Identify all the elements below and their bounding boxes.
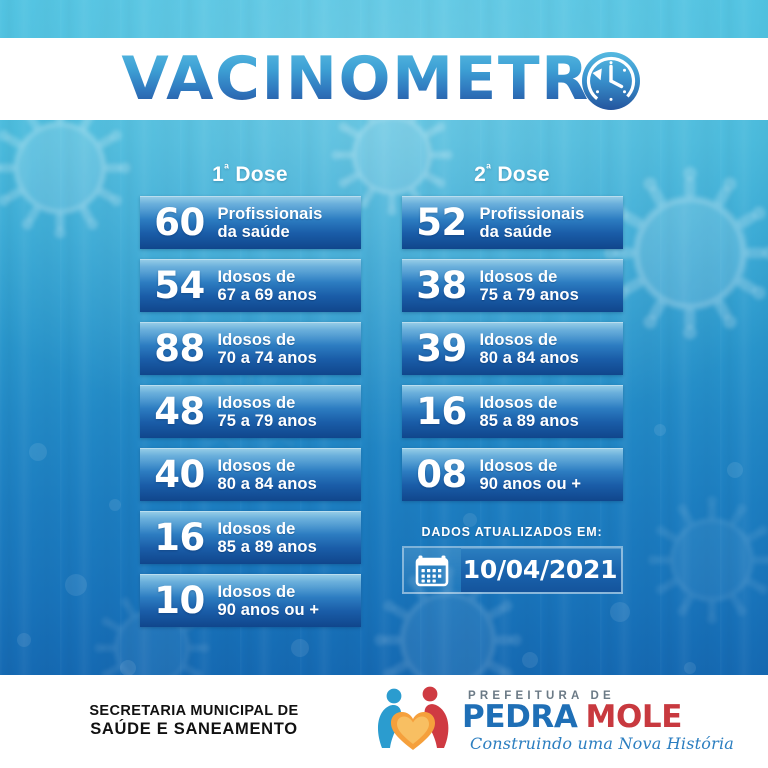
row-label-line2: 90 anos ou + xyxy=(479,474,582,493)
row-label: Idosos de 85 a 89 anos xyxy=(480,394,585,430)
table-row: 16 Idosos de 85 a 89 anos xyxy=(139,511,361,564)
row-label-line2: da saúde xyxy=(217,222,290,241)
row-label-line2: 90 anos ou + xyxy=(217,600,320,619)
table-row: 40 Idosos de 80 a 84 anos xyxy=(139,448,361,501)
row-label-line2: 70 a 74 anos xyxy=(217,348,317,367)
footer: SECRETARIA MUNICIPAL DE SAÚDE E SANEAMEN… xyxy=(0,675,768,768)
clock-with-arrow-icon xyxy=(581,52,640,110)
row-label-line1: Profissionais xyxy=(217,204,323,223)
row-label: Idosos de 90 anos ou + xyxy=(218,583,326,619)
logo-city-part1: PEDRA xyxy=(462,699,578,736)
secretaria-line1: SECRETARIA MUNICIPAL DE xyxy=(89,702,299,719)
row-label-line1: Idosos de xyxy=(217,456,296,475)
row-value: 88 xyxy=(154,327,205,370)
dose2-heading-ordinal: ª xyxy=(486,161,492,176)
row-label-line1: Idosos de xyxy=(479,393,558,412)
dose1-heading-ordinal: ª xyxy=(224,161,230,176)
row-label: Idosos de 75 a 79 anos xyxy=(480,268,585,304)
row-label-line1: Idosos de xyxy=(217,330,296,349)
row-label-line1: Idosos de xyxy=(479,456,558,475)
table-row: 39 Idosos de 80 a 84 anos xyxy=(401,322,623,375)
row-value: 16 xyxy=(416,390,467,433)
row-label: Idosos de 80 a 84 anos xyxy=(480,331,585,367)
row-label: Profissionais da saúde xyxy=(480,205,591,241)
calendar-icon-wrap xyxy=(403,548,461,592)
table-row: 16 Idosos de 85 a 89 anos xyxy=(401,385,623,438)
update-date-value: 10/04/2021 xyxy=(460,548,622,592)
dose1-heading-number: 1 xyxy=(212,163,225,186)
row-label: Idosos de 70 a 74 anos xyxy=(218,331,323,367)
logo-tagline: Construindo uma Nova História xyxy=(470,733,735,753)
table-row: 10 Idosos de 90 anos ou + xyxy=(139,574,361,627)
row-label: Idosos de 75 a 79 anos xyxy=(218,394,323,430)
row-label-line2: 85 a 89 anos xyxy=(479,411,579,430)
row-value: 16 xyxy=(154,516,205,559)
row-label: Idosos de 67 a 69 anos xyxy=(218,268,323,304)
row-label: Idosos de 85 a 89 anos xyxy=(218,520,323,556)
dose2-column: 2ª Dose 52 Profissionais da saúde 38 Ido… xyxy=(382,120,642,511)
dose1-heading-word: Dose xyxy=(229,163,288,186)
table-row: 54 Idosos de 67 a 69 anos xyxy=(139,259,361,312)
table-row: 48 Idosos de 75 a 79 anos xyxy=(139,385,361,438)
row-label-line1: Idosos de xyxy=(479,330,558,349)
row-label-line1: Idosos de xyxy=(217,519,296,538)
dose2-heading: 2ª Dose xyxy=(382,120,642,187)
row-label-line1: Idosos de xyxy=(217,582,296,601)
row-label: Idosos de 80 a 84 anos xyxy=(218,457,323,493)
logo-city-part2: MOLE xyxy=(585,699,683,736)
table-row: 38 Idosos de 75 a 79 anos xyxy=(401,259,623,312)
row-value: 60 xyxy=(154,201,205,244)
prefeitura-logo: PREFEITURA DE PEDRA MOLE Construindo uma … xyxy=(368,682,768,761)
logo-mark-wrap xyxy=(374,682,460,761)
secretaria-line2: SAÚDE E SANEAMENTO xyxy=(90,720,298,739)
table-row: 08 Idosos de 90 anos ou + xyxy=(401,448,623,501)
logo-city-name: PEDRA MOLE xyxy=(462,702,734,733)
row-label: Idosos de 90 anos ou + xyxy=(480,457,588,493)
logo-prefeitura-label: PREFEITURA DE xyxy=(468,690,615,703)
row-label: Profissionais da saúde xyxy=(218,205,329,241)
row-label-line2: 75 a 79 anos xyxy=(479,285,579,304)
row-label-line2: da saúde xyxy=(479,222,552,241)
row-label-line1: Profissionais xyxy=(479,204,585,223)
update-date-block: DADOS ATUALIZADOS EM: xyxy=(382,525,642,594)
people-heart-logo-icon xyxy=(377,686,449,750)
logo-text-block: PREFEITURA DE PEDRA MOLE Construindo uma … xyxy=(460,690,734,752)
page-title: VACINOMETR xyxy=(121,44,591,114)
table-row: 52 Profissionais da saúde xyxy=(401,196,623,249)
row-label-line1: Idosos de xyxy=(479,267,558,286)
dose1-column: 1ª Dose 60 Profissionais da saúde 54 Ido… xyxy=(120,120,380,637)
title-wrap: VACINOMETR xyxy=(122,46,641,112)
row-label-line2: 85 a 89 anos xyxy=(217,537,317,556)
dose2-heading-word: Dose xyxy=(491,163,550,186)
secretaria-block: SECRETARIA MUNICIPAL DE SAÚDE E SANEAMEN… xyxy=(0,703,368,740)
row-label-line2: 67 a 69 anos xyxy=(217,285,317,304)
row-value: 48 xyxy=(154,390,205,433)
row-value: 40 xyxy=(154,453,205,496)
row-value: 08 xyxy=(416,453,467,496)
row-label-line2: 80 a 84 anos xyxy=(217,474,317,493)
row-label-line2: 75 a 79 anos xyxy=(217,411,317,430)
table-row: 60 Profissionais da saúde xyxy=(139,196,361,249)
update-date-caption: DADOS ATUALIZADOS EM: xyxy=(421,525,603,539)
row-value: 54 xyxy=(154,264,205,307)
calendar-icon xyxy=(415,555,449,587)
row-value: 39 xyxy=(416,327,467,370)
row-label-line2: 80 a 84 anos xyxy=(479,348,579,367)
title-band: VACINOMETR xyxy=(0,38,768,120)
row-value: 52 xyxy=(416,201,467,244)
dose2-heading-number: 2 xyxy=(474,163,487,186)
table-row: 88 Idosos de 70 a 74 anos xyxy=(139,322,361,375)
update-date-row: 10/04/2021 xyxy=(401,546,623,594)
row-label-line1: Idosos de xyxy=(217,267,296,286)
row-value: 10 xyxy=(154,579,205,622)
row-value: 38 xyxy=(416,264,467,307)
dose1-heading: 1ª Dose xyxy=(120,120,380,187)
row-label-line1: Idosos de xyxy=(217,393,296,412)
